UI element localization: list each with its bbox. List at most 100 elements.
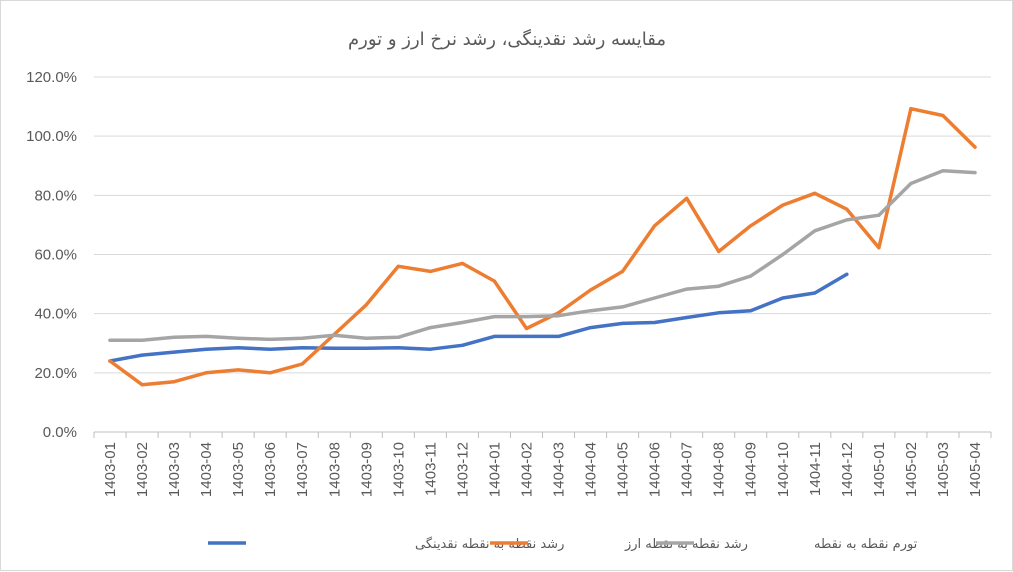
x-tick-label: 1403-02: [134, 442, 151, 497]
data-point: [813, 229, 817, 233]
data-point: [588, 309, 593, 313]
data-point: [492, 315, 497, 319]
data-point: [140, 353, 144, 357]
x-tick-label: 1405-02: [903, 442, 920, 497]
data-point: [877, 213, 881, 217]
data-point: [717, 311, 721, 315]
data-point: [460, 343, 465, 347]
y-tick-label: 0.0%: [43, 424, 77, 441]
data-point: [620, 269, 625, 273]
x-tick-label: 1403-04: [198, 442, 215, 497]
data-point: [781, 296, 785, 300]
x-tick-label: 1403-08: [326, 442, 343, 497]
x-tick-label: 1404-10: [775, 442, 792, 497]
data-point: [653, 320, 657, 325]
data-point: [909, 107, 913, 111]
x-tick-label: 1403-07: [294, 442, 311, 497]
x-tick-label: 1404-03: [551, 442, 568, 497]
legend-item: رشد نقطه به نقطه نقدینگی: [208, 536, 564, 552]
data-point: [556, 334, 561, 339]
data-point: [108, 359, 112, 363]
data-point: [845, 218, 849, 222]
data-point: [973, 170, 977, 175]
data-point: [524, 315, 529, 319]
x-tick-label: 1404-12: [839, 442, 856, 497]
data-point: [172, 335, 176, 339]
data-point: [492, 334, 497, 339]
data-point: [396, 346, 400, 350]
legend-label: رشد نقطه به نقطه نقدینگی: [415, 536, 564, 552]
data-point: [396, 335, 400, 339]
data-point: [524, 334, 529, 339]
x-tick-label: 1404-07: [679, 442, 696, 497]
x-tick-label: 1404-11: [807, 442, 824, 496]
data-point: [300, 362, 304, 366]
data-point: [140, 338, 144, 342]
data-point: [332, 333, 336, 337]
data-point: [172, 380, 176, 384]
data-point: [332, 346, 336, 350]
data-point: [845, 207, 849, 211]
data-point: [653, 224, 657, 228]
data-point: [556, 311, 561, 315]
x-tick-label: 1403-09: [358, 442, 375, 497]
data-point: [909, 181, 913, 186]
x-tick-label: 1404-02: [518, 442, 535, 497]
y-tick-label: 40.0%: [34, 306, 77, 323]
data-point: [300, 346, 304, 350]
legend-label: تورم نقطه به نقطه: [814, 537, 918, 552]
x-tick-label: 1405-03: [935, 442, 952, 497]
data-point: [524, 326, 529, 331]
data-point: [588, 325, 593, 330]
data-point: [685, 196, 689, 200]
data-point: [236, 336, 240, 340]
data-point: [396, 264, 400, 268]
data-point: [364, 303, 368, 307]
data-point: [685, 315, 689, 320]
y-tick-label: 80.0%: [34, 187, 77, 204]
x-tick-label: 1404-09: [743, 442, 760, 497]
data-point: [492, 279, 497, 283]
data-point: [877, 246, 881, 250]
x-tick-label: 1405-01: [871, 442, 888, 497]
x-tick-label: 1404-06: [647, 442, 664, 497]
y-tick-label: 60.0%: [34, 247, 77, 264]
x-tick-label: 1404-04: [583, 442, 600, 497]
data-point: [717, 249, 721, 254]
series-line: [108, 272, 849, 363]
data-point: [364, 346, 368, 350]
y-tick-label: 120.0%: [26, 69, 77, 86]
data-point: [364, 336, 368, 340]
data-point: [588, 288, 593, 292]
data-point: [428, 269, 432, 273]
x-tick-label: 1403-12: [454, 442, 471, 497]
data-point: [236, 368, 240, 372]
data-point: [428, 347, 432, 351]
data-point: [813, 191, 817, 195]
data-point: [749, 309, 753, 313]
y-tick-label: 100.0%: [26, 128, 77, 145]
x-tick-label: 1403-06: [262, 442, 279, 497]
data-point: [460, 261, 465, 265]
data-point: [300, 336, 304, 340]
data-point: [204, 334, 208, 339]
data-point: [813, 291, 817, 295]
y-tick-label: 20.0%: [34, 365, 77, 382]
data-point: [781, 203, 785, 207]
x-tick-label: 1404-05: [615, 442, 632, 497]
data-point: [236, 346, 240, 350]
data-point: [685, 287, 689, 291]
data-point: [620, 321, 625, 326]
legend-item: تورم نقطه به نقطه: [656, 537, 918, 552]
data-point: [781, 252, 785, 257]
series-line: [108, 106, 977, 387]
data-point: [845, 272, 849, 276]
data-point: [428, 325, 432, 330]
x-tick-label: 1403-05: [230, 442, 247, 497]
data-point: [204, 347, 208, 351]
data-point: [717, 284, 721, 288]
data-point: [268, 347, 272, 351]
data-point: [268, 337, 272, 342]
